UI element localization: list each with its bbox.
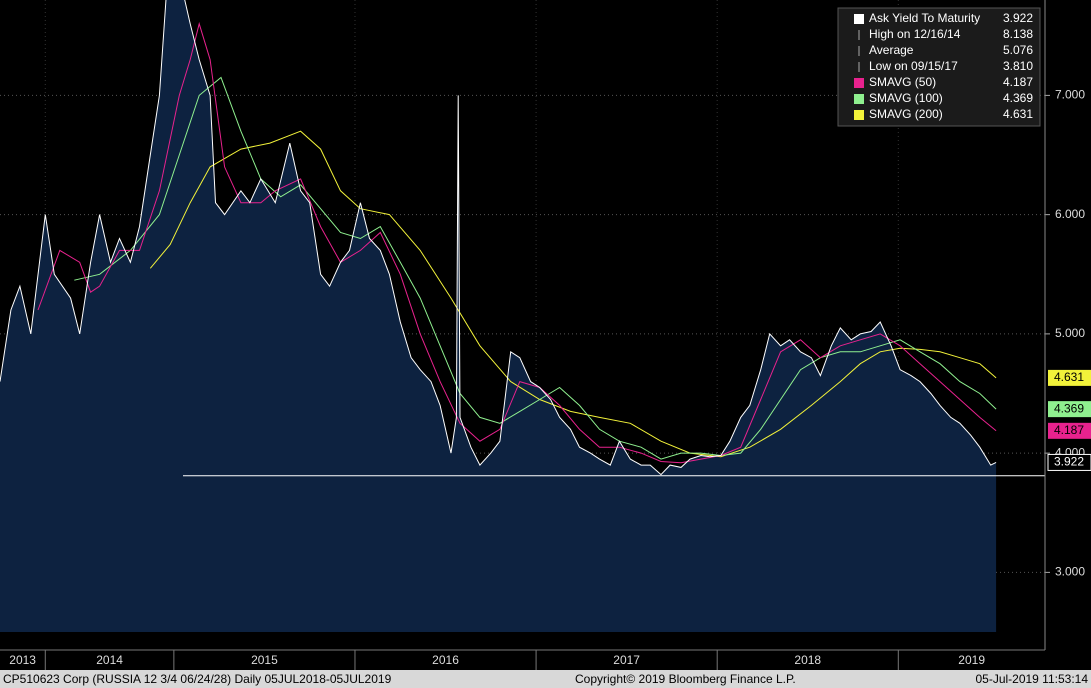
last-value-tag <box>1048 369 1091 386</box>
line <box>74 76 997 460</box>
last-value-tag <box>1047 453 1091 471</box>
y-tick-label: 7.000 <box>1055 88 1085 102</box>
last-value-label: 4.631 <box>1054 370 1084 384</box>
legend-swatch <box>854 94 864 104</box>
last-value-tag <box>1048 401 1091 418</box>
legend-box <box>837 7 1041 127</box>
legend-label: Average <box>869 43 914 57</box>
legend-swatch <box>854 110 864 120</box>
x-tick-label: 2013 <box>9 653 36 667</box>
legend-value: 3.922 <box>1003 11 1033 25</box>
last-value-label: 4.187 <box>1054 423 1084 437</box>
legend-value: 5.076 <box>1003 43 1033 57</box>
legend-value: 8.138 <box>1003 27 1033 41</box>
x-tick-label: 2014 <box>96 653 123 667</box>
legend-label: High on 12/16/14 <box>869 27 961 41</box>
legend-label: SMAVG (50) <box>869 75 936 89</box>
y-tick-label: 5.000 <box>1055 326 1085 340</box>
legend-label: SMAVG (200) <box>869 107 943 121</box>
x-tick-label: 2018 <box>794 653 821 667</box>
legend-value: 4.187 <box>1003 75 1033 89</box>
last-value-tag <box>1048 422 1091 439</box>
legend-value: 4.631 <box>1003 107 1033 121</box>
last-value-label: 4.369 <box>1054 401 1084 415</box>
legend-value: 4.369 <box>1003 91 1033 105</box>
area <box>0 0 997 632</box>
footer-security: CP510623 Corp (RUSSIA 12 3/4 06/24/28) D… <box>3 672 392 686</box>
footer-bar <box>0 670 1091 688</box>
x-tick-label: 2017 <box>613 653 640 667</box>
x-tick-label: 2015 <box>251 653 278 667</box>
y-tick-label: 3.000 <box>1055 565 1085 579</box>
line <box>149 130 997 458</box>
line <box>37 21 997 464</box>
legend-label: SMAVG (100) <box>869 91 943 105</box>
x-tick-label: 2016 <box>432 653 459 667</box>
legend-swatch <box>854 78 864 88</box>
last-value-label: 3.922 <box>1054 455 1084 469</box>
footer-timestamp: 05-Jul-2019 11:53:14 <box>975 672 1088 686</box>
y-tick-label: 6.000 <box>1055 207 1085 221</box>
legend-value: 3.810 <box>1003 59 1033 73</box>
legend-swatch <box>854 14 864 24</box>
footer-copyright: Copyright© 2019 Bloomberg Finance L.P. <box>575 672 796 686</box>
line <box>0 0 997 476</box>
legend-label: Low on 09/15/17 <box>869 59 958 73</box>
x-tick-label: 2019 <box>958 653 985 667</box>
plot-area <box>0 0 1045 632</box>
legend-label: Ask Yield To Maturity <box>869 11 980 25</box>
